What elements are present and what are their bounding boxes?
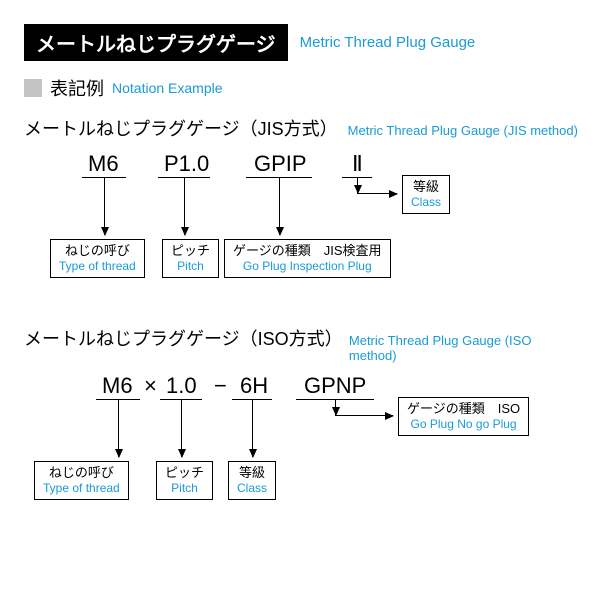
iso-sep-2: −	[214, 373, 227, 399]
iso-box-pitch: ピッチ Pitch	[156, 461, 213, 500]
jis-title-en: Metric Thread Plug Gauge (JIS method)	[348, 123, 578, 138]
iso-title-row: メートルねじプラグゲージ（ISO方式） Metric Thread Plug G…	[24, 325, 580, 363]
label-en: Type of thread	[59, 259, 136, 274]
arrow-down-icon	[118, 399, 119, 457]
jis-box-thread: ねじの呼び Type of thread	[50, 239, 145, 278]
iso-box-gauge-type: ゲージの種類 ISO Go Plug No go Plug	[398, 397, 529, 436]
iso-code-1: M6	[102, 373, 133, 399]
label-jp: 等級	[237, 465, 267, 481]
jis-code-4: Ⅱ	[352, 151, 363, 177]
iso-section: メートルねじプラグゲージ（ISO方式） Metric Thread Plug G…	[24, 325, 580, 519]
iso-code-3: 6H	[240, 373, 268, 399]
arrow-down-icon	[104, 177, 105, 235]
label-en: Class	[237, 481, 267, 496]
iso-title-en: Metric Thread Plug Gauge (ISO method)	[349, 333, 580, 363]
jis-diagram: M6 P1.0 GPIP Ⅱ ねじの呼び Type of thread ピッチ …	[24, 147, 580, 297]
header-row: メートルねじプラグゲージ Metric Thread Plug Gauge	[24, 24, 580, 61]
jis-box-class: 等級 Class	[402, 175, 450, 214]
label-jp: ねじの呼び	[59, 243, 136, 259]
label-jp: ピッチ	[165, 465, 204, 481]
arrow-down-icon	[279, 177, 280, 235]
subtitle-jp: 表記例	[50, 75, 104, 101]
label-en: Type of thread	[43, 481, 120, 496]
label-jp: ねじの呼び	[43, 465, 120, 481]
jis-box-pitch: ピッチ Pitch	[162, 239, 219, 278]
jis-title-jp: メートルねじプラグゲージ（JIS方式）	[24, 115, 338, 141]
page-title-en: Metric Thread Plug Gauge	[300, 34, 476, 51]
label-jp: ゲージの種類 ISO	[407, 401, 520, 417]
label-jp: 等級	[411, 179, 441, 195]
iso-code-4: GPNP	[304, 373, 366, 399]
label-jp: ゲージの種類 JIS検査用	[233, 243, 382, 259]
iso-code-2: 1.0	[166, 373, 197, 399]
subtitle-en: Notation Example	[112, 80, 223, 96]
label-en: Pitch	[165, 481, 204, 496]
iso-box-thread: ねじの呼び Type of thread	[34, 461, 129, 500]
label-en: Pitch	[171, 259, 210, 274]
arrow-down-icon	[181, 399, 182, 457]
jis-code-1: M6	[88, 151, 119, 177]
label-en: Go Plug No go Plug	[407, 417, 520, 432]
bullet-icon	[24, 79, 42, 97]
connector	[335, 399, 336, 415]
jis-section: メートルねじプラグゲージ（JIS方式） Metric Thread Plug G…	[24, 115, 580, 297]
jis-code-3: GPIP	[254, 151, 307, 177]
arrow-down-icon	[252, 399, 253, 457]
label-jp: ピッチ	[171, 243, 210, 259]
arrow-right-icon	[357, 193, 397, 194]
jis-code-2: P1.0	[164, 151, 209, 177]
connector	[357, 177, 358, 193]
jis-title-row: メートルねじプラグゲージ（JIS方式） Metric Thread Plug G…	[24, 115, 580, 141]
arrow-down-icon	[184, 177, 185, 235]
iso-title-jp: メートルねじプラグゲージ（ISO方式）	[24, 325, 339, 351]
label-en: Class	[411, 195, 441, 210]
iso-diagram: M6 × 1.0 − 6H GPNP ねじの呼び Type of thread …	[24, 369, 580, 519]
arrow-right-icon	[335, 415, 393, 416]
iso-sep-1: ×	[144, 373, 157, 399]
subtitle-row: 表記例 Notation Example	[24, 75, 580, 101]
page-title-jp: メートルねじプラグゲージ	[24, 24, 288, 61]
iso-box-class: 等級 Class	[228, 461, 276, 500]
label-en: Go Plug Inspection Plug	[233, 259, 382, 274]
jis-box-gauge-type: ゲージの種類 JIS検査用 Go Plug Inspection Plug	[224, 239, 391, 278]
